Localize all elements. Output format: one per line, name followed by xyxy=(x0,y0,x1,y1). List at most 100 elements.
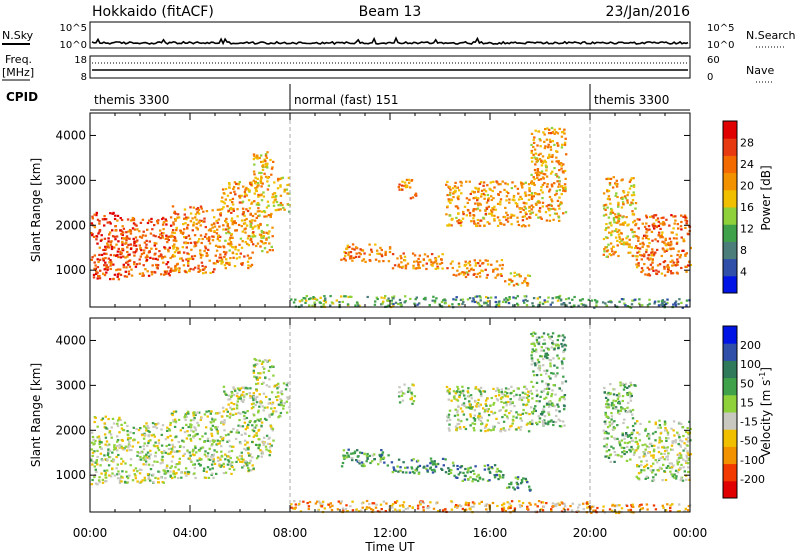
echo-cell xyxy=(252,395,256,398)
echo-cell xyxy=(562,351,565,354)
echo-cell xyxy=(652,222,656,225)
echo-cell xyxy=(249,225,252,228)
echo-cell xyxy=(236,456,239,459)
echo-cell xyxy=(595,304,598,307)
echo-cell xyxy=(228,416,232,419)
echo-cell xyxy=(659,222,662,225)
echo-cell xyxy=(676,463,680,466)
echo-cell xyxy=(545,169,548,172)
echo-cell xyxy=(535,389,538,392)
echo-cell xyxy=(399,254,402,258)
echo-cell xyxy=(229,244,232,247)
echo-cell xyxy=(362,463,365,466)
echo-cell xyxy=(120,230,124,233)
echo-cell xyxy=(354,246,358,249)
echo-cell xyxy=(224,458,227,461)
echo-cell xyxy=(623,418,626,421)
echo-cell xyxy=(541,335,544,338)
echo-cell xyxy=(667,266,670,269)
echo-cell xyxy=(536,172,539,175)
echo-cell xyxy=(347,455,351,458)
echo-cell xyxy=(535,338,539,342)
echo-cell xyxy=(398,266,402,269)
echo-cell xyxy=(533,178,536,181)
echo-cell xyxy=(630,184,633,188)
echo-cell xyxy=(561,143,564,146)
echo-cell xyxy=(622,388,626,391)
echo-cell xyxy=(455,216,458,219)
echo-cell xyxy=(105,264,108,267)
echo-cell xyxy=(467,387,470,390)
echo-cell xyxy=(513,199,516,202)
echo-cell xyxy=(658,467,662,470)
echo-cell xyxy=(647,225,651,228)
echo-cell xyxy=(171,205,175,208)
echo-cell xyxy=(674,219,677,222)
echo-cell xyxy=(477,222,480,225)
echo-cell xyxy=(123,275,127,278)
echo-cell xyxy=(199,256,203,259)
echo-cell xyxy=(586,501,589,504)
echo-cell xyxy=(128,474,131,477)
echo-cell xyxy=(472,478,475,481)
echo-cell xyxy=(562,212,565,215)
echo-cell xyxy=(560,164,563,167)
echo-cell xyxy=(226,463,230,466)
echo-cell xyxy=(525,304,529,307)
echo-cell xyxy=(344,454,347,457)
echo-cell xyxy=(163,221,166,224)
echo-cell xyxy=(658,441,661,444)
echo-cell xyxy=(149,449,152,452)
echo-cell xyxy=(531,422,534,426)
echo-cell xyxy=(230,395,233,399)
echo-cell xyxy=(388,247,392,250)
echo-cell xyxy=(631,199,635,202)
echo-cell xyxy=(608,253,611,256)
echo-cell xyxy=(444,299,447,302)
echo-cell xyxy=(494,389,498,392)
echo-cell xyxy=(245,208,248,211)
echo-cell xyxy=(484,209,487,212)
echo-cell xyxy=(548,138,552,141)
echo-cell xyxy=(144,234,147,237)
echo-cell xyxy=(178,270,181,274)
echo-cell xyxy=(486,184,489,187)
echo-cell xyxy=(636,420,639,423)
echo-cell xyxy=(474,387,477,390)
echo-cell xyxy=(153,224,156,227)
echo-cell xyxy=(255,382,258,386)
echo-cell xyxy=(154,271,157,274)
echo-cell xyxy=(477,473,480,476)
echo-cell xyxy=(477,262,480,265)
echo-cell xyxy=(475,405,478,408)
echo-cell xyxy=(146,221,150,225)
echo-cell xyxy=(460,192,463,195)
echo-cell xyxy=(249,396,252,399)
echo-cell xyxy=(196,227,199,230)
echo-cell xyxy=(237,223,241,227)
echo-cell xyxy=(541,205,544,208)
echo-cell xyxy=(563,343,566,346)
echo-cell xyxy=(173,237,177,240)
echo-cell xyxy=(492,270,495,273)
echo-cell xyxy=(455,427,459,430)
echo-cell xyxy=(425,262,428,265)
echo-cell xyxy=(526,284,529,287)
echo-cell xyxy=(530,204,534,207)
echo-cell xyxy=(279,201,283,205)
echo-cell xyxy=(490,211,494,214)
echo-cell xyxy=(441,253,444,256)
echo-cell xyxy=(241,207,245,210)
echo-cell xyxy=(262,234,265,238)
echo-cell xyxy=(557,334,561,337)
echo-cell xyxy=(229,257,232,260)
echo-cell xyxy=(151,228,154,231)
echo-cell xyxy=(223,202,226,205)
echo-cell xyxy=(602,429,605,432)
echo-cell xyxy=(166,471,169,474)
echo-cell xyxy=(98,258,102,261)
echo-cell xyxy=(498,391,501,394)
echo-cell xyxy=(164,451,167,454)
echo-cell xyxy=(368,454,371,457)
echo-cell xyxy=(104,473,107,476)
